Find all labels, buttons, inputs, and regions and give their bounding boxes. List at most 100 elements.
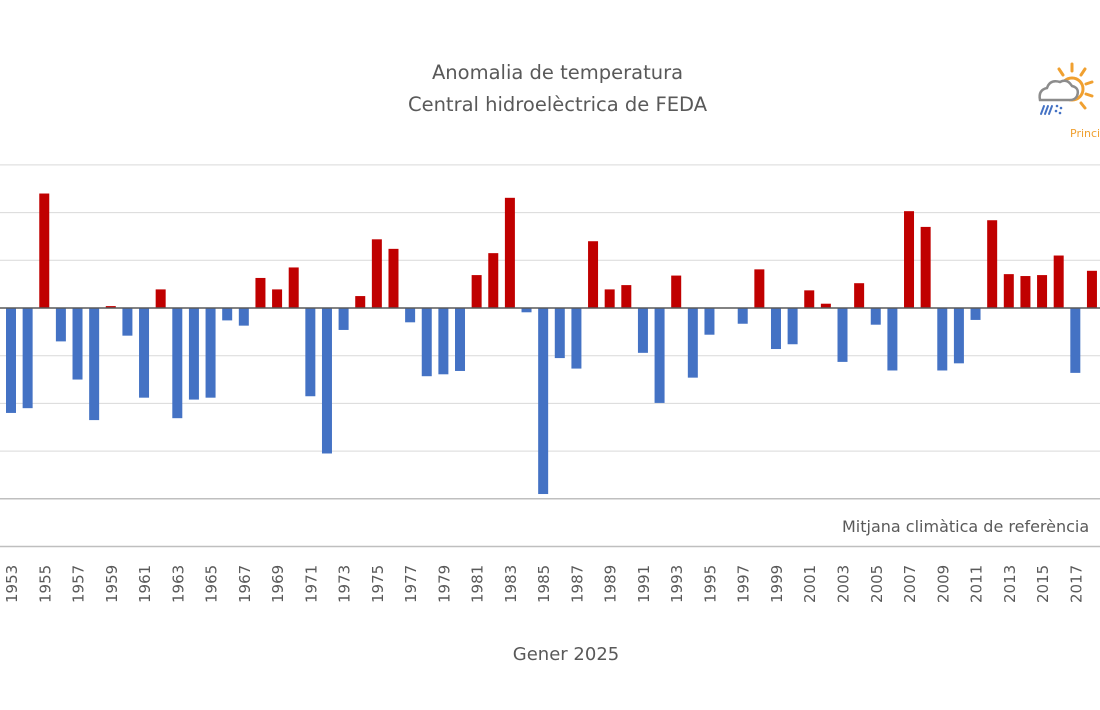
x-tick-label: 1955: [36, 565, 54, 603]
bar-1964: [188, 308, 199, 400]
bar-1957: [72, 308, 83, 380]
bar-1983: [504, 197, 515, 308]
x-tick-label: 1963: [169, 565, 187, 603]
x-tick-label: 1965: [203, 565, 221, 603]
x-tick-label: 1999: [768, 565, 786, 603]
x-tick-label: 1977: [402, 565, 420, 603]
x-tick-label: 1987: [568, 565, 586, 603]
bar-1995: [704, 308, 715, 335]
x-tick-label: 1967: [236, 565, 254, 603]
bar-1984: [521, 308, 532, 313]
x-tick-label: 1983: [502, 565, 520, 603]
x-tick-label: 1993: [668, 565, 686, 603]
bar-2000: [787, 308, 798, 345]
bar-2011: [970, 308, 981, 320]
bar-2014: [1020, 276, 1031, 308]
bar-2008: [920, 226, 931, 308]
x-tick-label: 1997: [735, 565, 753, 603]
bar-1997: [737, 308, 748, 324]
x-tick-label: 2013: [1001, 565, 1019, 603]
bar-1979: [438, 308, 449, 375]
bar-1975: [371, 239, 382, 308]
bar-1978: [421, 308, 432, 377]
bar-1971: [305, 308, 316, 397]
bar-1999: [770, 308, 781, 350]
x-tick-label: 2007: [901, 565, 919, 603]
chart-title-line-2: Central hidroelèctrica de FEDA: [407, 93, 708, 116]
bar-1966: [222, 308, 233, 321]
bars: [6, 193, 1097, 495]
bar-1990: [621, 285, 632, 308]
bar-1960: [122, 308, 133, 336]
x-tick-label: 2011: [968, 565, 986, 603]
bar-1974: [355, 296, 366, 308]
x-tick-label: 1961: [136, 565, 154, 603]
x-tick-label: 2017: [1067, 565, 1085, 603]
bar-2003: [837, 308, 848, 362]
bar-1968: [255, 277, 266, 308]
x-tick-label: 1979: [435, 565, 453, 603]
x-tick-label: 1971: [302, 565, 320, 603]
x-tick-label: 1975: [369, 565, 387, 603]
x-tick-label: 2003: [835, 565, 853, 603]
bar-1962: [155, 289, 166, 308]
bar-1953: [6, 308, 16, 413]
bar-2004: [854, 283, 865, 308]
bar-2002: [820, 303, 831, 308]
bar-1956: [55, 308, 66, 342]
bar-1986: [554, 308, 565, 359]
x-tick-labels: 1953 1955 1957 1959 1961 1963 1965 1967 1969 1971…: [3, 565, 1085, 603]
bar-1961: [139, 308, 150, 398]
bar-1972: [321, 308, 332, 454]
bar-1992: [654, 308, 665, 403]
bar-1970: [288, 267, 299, 308]
bar-2007: [904, 211, 915, 308]
bar-2015: [1037, 275, 1048, 308]
bar-2009: [937, 308, 948, 371]
x-tick-label: 2001: [801, 565, 819, 603]
x-tick-label: 2005: [868, 565, 886, 603]
bar-1954: [22, 308, 33, 409]
bar-2006: [887, 308, 898, 371]
bar-1991: [637, 308, 648, 353]
bar-1982: [488, 253, 499, 308]
bar-1987: [571, 308, 582, 369]
bar-1973: [338, 308, 349, 330]
bar-1958: [89, 308, 100, 421]
x-tick-label: 1969: [269, 565, 287, 603]
x-tick-label: 1991: [635, 565, 653, 603]
x-tick-label: 1959: [103, 565, 121, 603]
x-tick-label: 1957: [70, 565, 88, 603]
bar-1967: [238, 308, 249, 326]
x-tick-label: 2009: [934, 565, 952, 603]
gridlines: [0, 164, 1100, 548]
bar-1989: [604, 289, 615, 308]
bar-2016: [1053, 255, 1064, 308]
bar-1969: [272, 289, 283, 308]
x-tick-label: 1985: [535, 565, 553, 603]
bar-2013: [1003, 274, 1014, 308]
bar-1980: [455, 308, 466, 371]
x-tick-label: 1973: [336, 565, 354, 603]
x-tick-label: 1981: [469, 565, 487, 603]
weather-sun-cloud-rain-icon: [1038, 62, 1094, 115]
bar-1988: [588, 241, 599, 308]
bar-1985: [538, 308, 549, 495]
bar-2018: [1086, 270, 1097, 308]
x-tick-label: 2015: [1034, 565, 1052, 603]
x-tick-label: 1995: [701, 565, 719, 603]
chart-title-line-1: Anomalia de temperatura: [431, 61, 684, 84]
bar-1993: [671, 275, 682, 308]
bar-1998: [754, 269, 765, 308]
x-axis-label: Gener 2025: [512, 644, 620, 665]
bar-1959: [105, 306, 116, 308]
bar-1981: [471, 275, 482, 308]
bar-1994: [687, 308, 698, 378]
x-tick-label: 1953: [3, 565, 21, 603]
bar-1977: [405, 308, 416, 323]
logo: Princi: [1030, 58, 1100, 148]
bar-2010: [953, 308, 964, 364]
bar-2017: [1070, 308, 1081, 373]
bar-1955: [39, 193, 50, 308]
